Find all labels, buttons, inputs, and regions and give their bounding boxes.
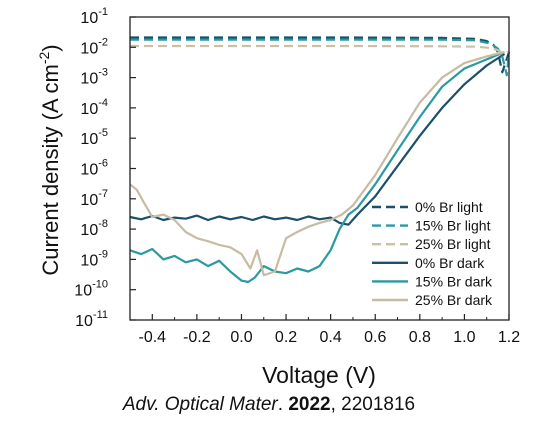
y-axis-label-close: )	[38, 44, 63, 51]
y-tick-base: 10	[80, 162, 98, 179]
series-line-5	[129, 50, 505, 277]
y-tick-base: 10	[80, 10, 98, 27]
y-tick-base: 10	[80, 101, 98, 118]
y-tick-exponent: -6	[98, 158, 108, 170]
x-tick-label: 0.4	[320, 329, 342, 346]
legend-label-3: 0% Br dark	[415, 255, 485, 271]
y-tick-label: 10-3	[80, 67, 108, 88]
citation-separator: ,	[330, 394, 342, 415]
y-tick-label: 10-11	[75, 309, 108, 330]
citation-article: 2201816	[341, 394, 416, 415]
y-tick-exponent: -1	[98, 6, 108, 18]
y-tick-label: 10-6	[80, 158, 108, 179]
y-tick-label: 10-10	[74, 279, 108, 300]
x-tick-label: 0.6	[364, 329, 386, 346]
x-tick-label: 1.2	[498, 329, 520, 346]
y-tick-base: 10	[80, 40, 98, 57]
y-tick-base: 10	[74, 283, 92, 300]
legend: 0% Br light 15% Br light 25% Br light 0% Br…	[372, 199, 493, 308]
y-axis-label-main: Current density (A cm	[38, 64, 63, 276]
y-tick-label: 10-7	[80, 188, 108, 209]
series-line-1	[130, 38, 511, 77]
x-tick-label: 0.2	[275, 329, 297, 346]
y-tick-exponent: -3	[98, 67, 108, 79]
y-tick-exponent: -10	[92, 279, 108, 291]
y-tick-exponent: -9	[98, 248, 108, 260]
citation-dot: .	[277, 394, 289, 415]
y-tick-exponent: -4	[98, 97, 108, 109]
citation-journal: Adv. Optical Mater	[122, 394, 278, 415]
y-tick-base: 10	[80, 192, 98, 209]
x-tick-label: 0.0	[230, 329, 252, 346]
series-line-2	[130, 44, 510, 55]
y-axis-label-superscript: -2	[36, 51, 52, 64]
y-tick-exponent: -7	[98, 188, 108, 200]
y-tick-label: 10-5	[80, 127, 108, 148]
y-tick-exponent: -5	[98, 127, 108, 139]
y-tick-base: 10	[80, 131, 98, 148]
x-tick-label: 0.8	[409, 329, 431, 346]
series-line-3	[129, 53, 506, 226]
series-line-4	[129, 50, 505, 284]
y-tick-label: 10-9	[80, 248, 108, 269]
legend-label-5: 25% Br dark	[415, 292, 493, 308]
y-tick-label: 10-4	[80, 97, 108, 118]
legend-label-1: 15% Br light	[415, 218, 491, 234]
y-tick-label: 10-8	[80, 218, 108, 239]
citation-year: 2022	[288, 394, 331, 415]
legend-label-2: 25% Br light	[415, 236, 491, 252]
y-tick-exponent: -8	[98, 218, 108, 230]
y-axis-label: Current density (A cm-2)	[36, 44, 63, 275]
y-tick-label: 10-2	[80, 36, 108, 57]
x-axis-label: Voltage (V)	[262, 362, 376, 388]
y-tick-exponent: -2	[98, 36, 108, 48]
plot-area	[129, 36, 511, 284]
y-tick-base: 10	[80, 252, 98, 269]
series-line-0	[130, 36, 511, 74]
x-tick-label: -0.2	[183, 329, 211, 346]
y-tick-exponent: -11	[93, 309, 108, 321]
x-tick-label: -0.4	[139, 329, 167, 346]
y-tick-label: 10-1	[80, 6, 108, 27]
legend-label-0: 0% Br light	[415, 199, 483, 215]
legend-label-4: 15% Br dark	[415, 273, 493, 289]
citation: Adv. Optical Mater. 2022, 2201816	[0, 394, 538, 416]
y-tick-base: 10	[80, 222, 98, 239]
axes: -0.4 -0.2 0.0 0.2 0.4 0.6 0.8 1.0 1.210-110-210-…	[74, 6, 520, 346]
y-tick-base: 10	[75, 313, 93, 330]
y-tick-base: 10	[80, 71, 98, 88]
x-tick-label: 1.0	[453, 329, 475, 346]
